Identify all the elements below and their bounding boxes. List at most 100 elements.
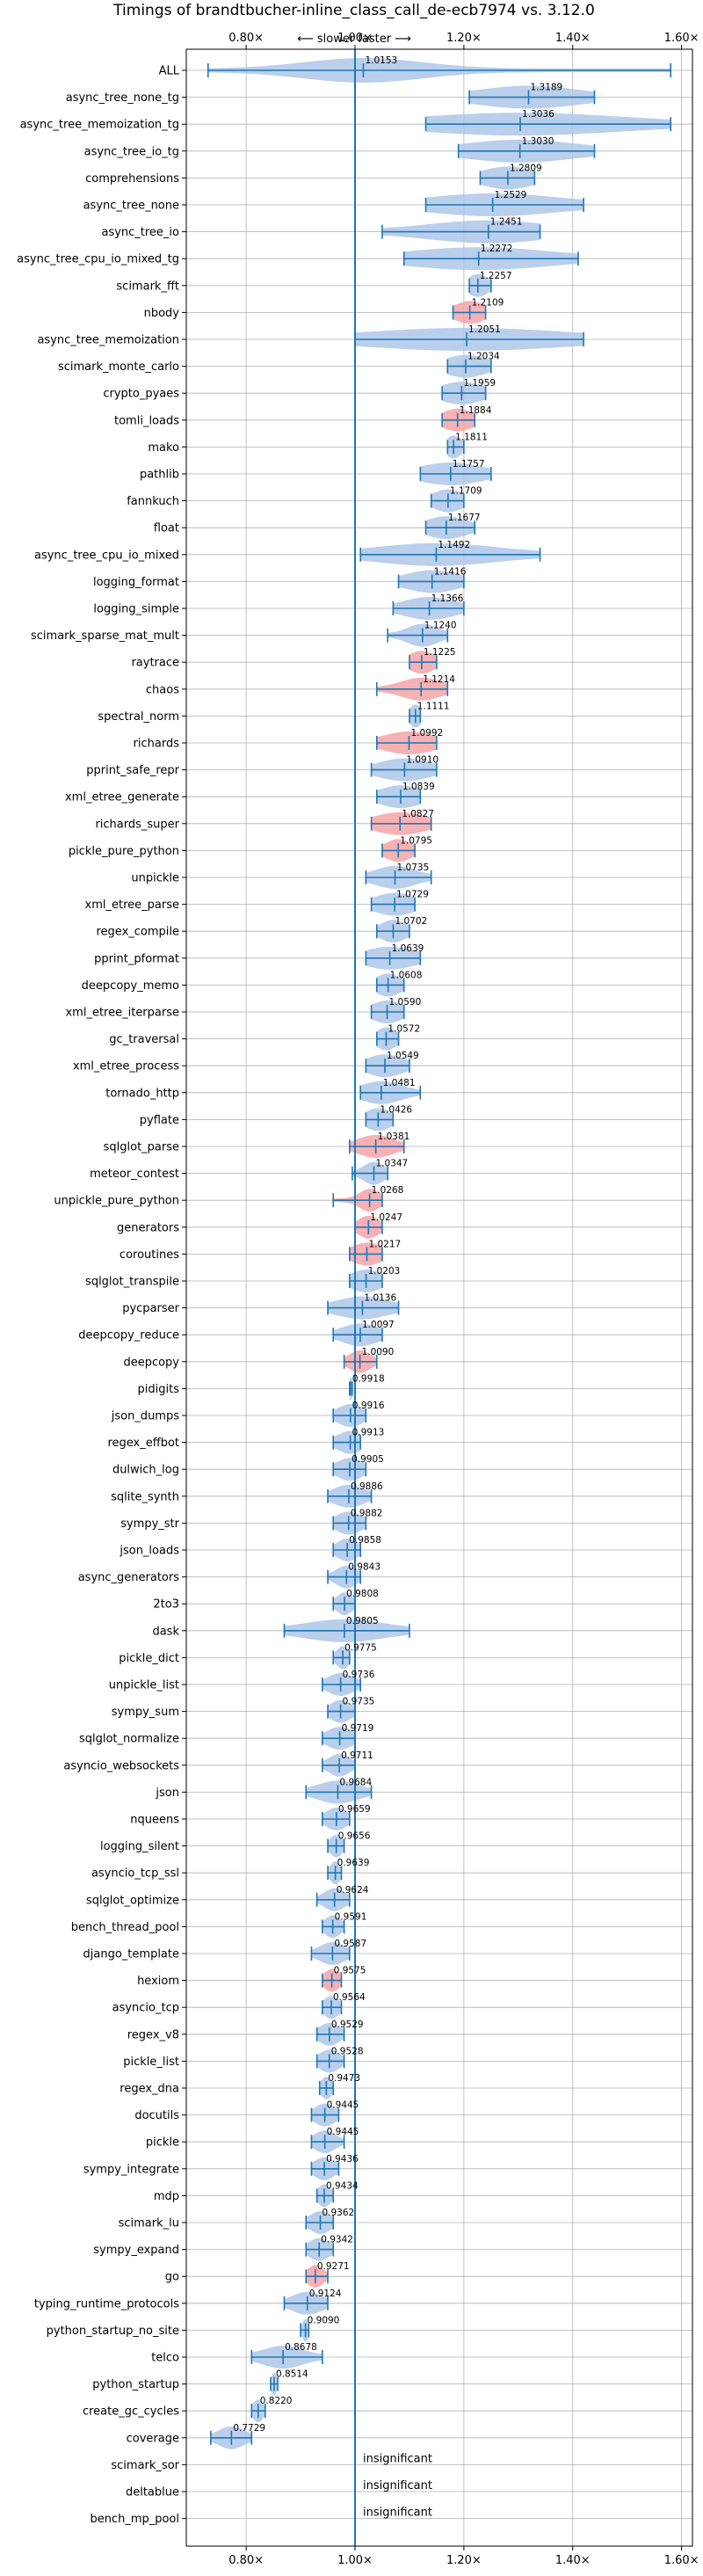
value-label: 0.9591 [335,1911,367,1922]
benchmark-label: logging_format [93,576,179,589]
benchmark-label: go [165,2271,179,2284]
value-label: 0.9711 [341,1750,373,1761]
benchmark-label: sympy_str [120,1517,179,1531]
benchmark-label: sympy_sum [112,1706,179,1719]
benchmark-label: coroutines [120,1248,179,1262]
value-label: 0.9436 [326,2154,359,2165]
benchmark-label: deepcopy [123,1356,179,1369]
x-tick-label-bottom: 1.20× [446,2554,482,2567]
value-label: 1.0735 [397,862,430,873]
value-label: 0.9445 [327,2100,359,2111]
value-label: 1.2529 [495,190,527,200]
axes: 0.80× 0.80× 1.00× 1.00× 1.20× 1.20× 1.40× 1.40×… [182,32,699,2567]
benchmark-label: deepcopy_memo [82,979,179,993]
value-label: 0.9434 [326,2180,359,2191]
benchmark-label: chaos [146,683,179,696]
benchmark-label: mdp [154,2190,179,2203]
insignificant-label: insignificant [363,2452,432,2465]
value-label: 1.0702 [395,916,427,927]
benchmark-label: async_tree_memoization [37,334,179,347]
benchmark-label: sympy_integrate [83,2163,179,2176]
benchmark-label: pathlib [140,469,179,482]
value-label: 1.0729 [396,890,429,900]
benchmark-label: xml_etree_parse [85,899,179,912]
benchmark-label: sqlite_synth [111,1490,179,1503]
benchmark-label: tomli_loads [114,414,179,427]
x-tick-label-bottom: 1.60× [664,2554,699,2567]
benchmark-label: raytrace [131,657,179,670]
value-label: 1.1240 [424,621,457,631]
value-label: 0.9587 [334,1939,366,1949]
value-label: 0.9090 [308,2315,340,2325]
benchmark-label: regex_v8 [127,2028,179,2041]
value-label: 1.0549 [387,1051,419,1061]
value-label: 1.1225 [424,647,456,658]
benchmark-label: spectral_norm [98,710,179,724]
value-label: 1.0090 [362,1347,395,1357]
benchmark-label: unpickle [131,872,179,885]
benchmark-label: async_tree_io_tg [84,145,179,158]
grid [186,49,692,2546]
x-tick-label-bottom: 1.40× [555,2554,591,2567]
value-label: 0.9736 [343,1670,375,1680]
benchmark-label: meteor_contest [90,1168,179,1181]
value-label: 1.0608 [390,970,423,980]
benchmark-label: typing_runtime_protocols [34,2297,179,2310]
benchmark-label: xml_etree_process [73,1060,179,1073]
value-label: 0.9473 [328,2073,360,2084]
value-label: 0.7729 [233,2423,265,2434]
value-label: 0.9271 [317,2261,350,2272]
value-label: 1.0992 [410,728,443,739]
value-label: 0.9918 [352,1373,385,1384]
benchmark-label: unpickle_pure_python [54,1195,179,1208]
benchmark-label: regex_effbot [107,1437,179,1450]
benchmark-label: nqueens [130,1814,179,1827]
value-label: 1.3036 [522,109,554,120]
value-label: 1.2257 [480,271,512,281]
value-label: 0.8514 [276,2369,308,2380]
benchmark-label: tornado_http [105,1087,179,1100]
benchmark-label: logging_silent [100,1840,179,1853]
benchmark-label: django_template [83,1948,179,1961]
benchmark-label: pidigits [138,1383,180,1396]
value-label: 0.9916 [352,1401,385,1411]
benchmark-label: comprehensions [85,172,179,186]
benchmark-label: coverage [127,2432,179,2445]
benchmark-label: mako [148,441,179,455]
benchmark-label: pycparser [122,1302,179,1315]
benchmark-label: xml_etree_generate [65,791,179,804]
value-label: 1.0203 [368,1266,401,1277]
value-label: 0.8678 [285,2342,317,2353]
x-tick-label-bottom: 1.00× [337,2554,373,2567]
value-label: 0.9808 [346,1589,379,1599]
value-label: 0.9445 [327,2127,359,2137]
benchmark-label: regex_compile [96,926,179,939]
benchmark-label: create_gc_cycles [83,2405,179,2419]
chart-title: Timings of brandtbucher-inline_class_cal… [112,2,595,19]
value-label: 1.1757 [453,459,485,469]
benchmark-label: async_tree_memoization_tg [20,119,179,132]
benchmark-label: pprint_pformat [94,952,179,965]
violins [207,58,672,2449]
benchmark-label: sympy_expand [93,2244,179,2257]
value-label: 0.9735 [343,1697,375,1707]
benchmark-label: async_tree_io [101,226,179,239]
benchmark-label: python_startup_no_site [47,2325,179,2338]
benchmark-label: fannkuch [127,495,179,508]
value-label: 1.1416 [434,566,467,577]
value-label: 1.1811 [455,432,488,442]
value-label: 0.9684 [339,1777,372,1787]
x-tick-label-top: 1.40× [555,32,591,45]
value-label: 0.9719 [342,1723,374,1734]
value-label: 1.1214 [423,674,455,685]
benchmark-label: pyflate [140,1114,179,1127]
value-label: 1.2272 [481,244,513,254]
x-tick-label-top: 1.00× [337,32,373,45]
benchmark-label: pickle_list [123,2056,179,2069]
benchmark-label: regex_dna [120,2083,179,2096]
benchmark-label: nbody [144,307,180,320]
benchmark-label: asyncio_tcp_ssl [91,1867,179,1881]
value-label: 0.9805 [346,1616,379,1626]
value-label: 0.9858 [349,1535,381,1546]
